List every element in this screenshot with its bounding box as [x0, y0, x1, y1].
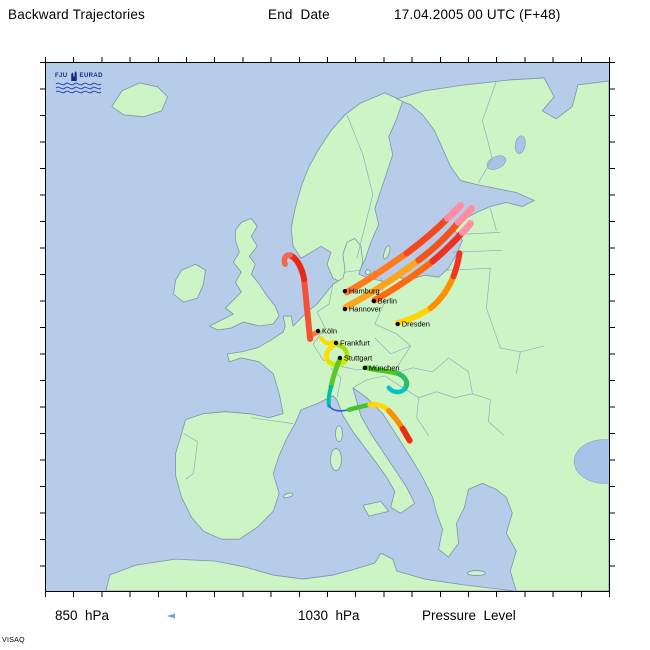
landmass-great-britain	[209, 218, 280, 331]
end-date-value: 17.04.2005 00 UTC (F+48)	[394, 7, 561, 22]
trajectory-muenchen-hook	[364, 365, 410, 395]
legend-title: Pressure Level	[422, 608, 516, 623]
city-marker-berlin	[371, 298, 377, 304]
eurad-logo: FJU EURAD	[55, 71, 111, 101]
axis-ticks-left	[40, 62, 45, 592]
city-label-dresden: Dresden	[402, 320, 430, 329]
axis-ticks-top	[45, 57, 610, 62]
city-label-hannover: Hannover	[349, 305, 382, 314]
waves-icon	[55, 82, 102, 94]
cathedral-icon	[70, 71, 77, 81]
logo-text-right: EURAD	[79, 73, 103, 79]
city-label-stuttgart: Stuttgart	[344, 353, 373, 362]
city-marker-dresden	[395, 321, 400, 327]
visaq-watermark: VISAQ	[2, 637, 25, 644]
logo-text-left: FJU	[55, 73, 68, 79]
city-marker-koeln	[315, 328, 321, 334]
city-label-koeln: Köln	[322, 326, 337, 335]
trajectory-hamburg-ne	[343, 201, 464, 296]
landmass-north-africa	[105, 552, 515, 591]
city-label-berlin: Berlin	[378, 297, 397, 306]
trajectories	[281, 201, 475, 444]
island-crete	[467, 570, 486, 576]
landmass-iceland	[111, 82, 169, 118]
map-frame: Hamburg Berlin Hannover Dresden Köln Fra…	[45, 62, 610, 592]
legend-max-label: 1030 hPa	[298, 608, 360, 623]
trajectory-stuttgart-adriatic	[326, 356, 413, 444]
legend-min-label: 850 hPa	[55, 608, 110, 623]
island-sicily	[362, 500, 390, 517]
city-markers: Hamburg Berlin Hannover Dresden Köln Fra…	[315, 287, 430, 372]
city-marker-hannover	[342, 306, 348, 312]
pressure-gradient	[167, 613, 292, 619]
landmasses	[105, 77, 609, 591]
trajectory-dresden-ene	[394, 250, 463, 327]
city-marker-muenchen	[362, 365, 368, 371]
landmass-scandinavia	[290, 92, 404, 285]
island-gotland	[383, 245, 391, 260]
lake-onega	[514, 135, 526, 154]
end-date-label: End Date	[268, 7, 330, 22]
island-corsica	[335, 425, 343, 442]
landmass-continent	[175, 77, 609, 591]
landmass-ireland	[173, 263, 206, 303]
trajectory-berlin-ne	[371, 219, 474, 304]
plot-title: Backward Trajectories	[8, 7, 145, 22]
city-label-muenchen: München	[369, 363, 400, 372]
city-label-hamburg: Hamburg	[349, 287, 380, 296]
island-sardinia	[330, 448, 342, 471]
axis-ticks-bottom	[45, 592, 610, 597]
lakes	[486, 135, 609, 484]
city-marker-hamburg	[342, 288, 348, 294]
europe-map: Hamburg Berlin Hannover Dresden Köln Fra…	[46, 63, 609, 591]
trajectory-koeln-coast	[281, 252, 321, 342]
island-mallorca	[282, 492, 294, 499]
island-zealand	[364, 269, 371, 276]
city-label-frankfurt: Frankfurt	[340, 338, 371, 347]
black-sea	[573, 439, 609, 484]
city-marker-frankfurt	[333, 340, 339, 346]
city-marker-stuttgart	[337, 355, 343, 361]
trajectory-hannover-ne	[342, 204, 475, 311]
axis-ticks-right	[610, 62, 615, 592]
